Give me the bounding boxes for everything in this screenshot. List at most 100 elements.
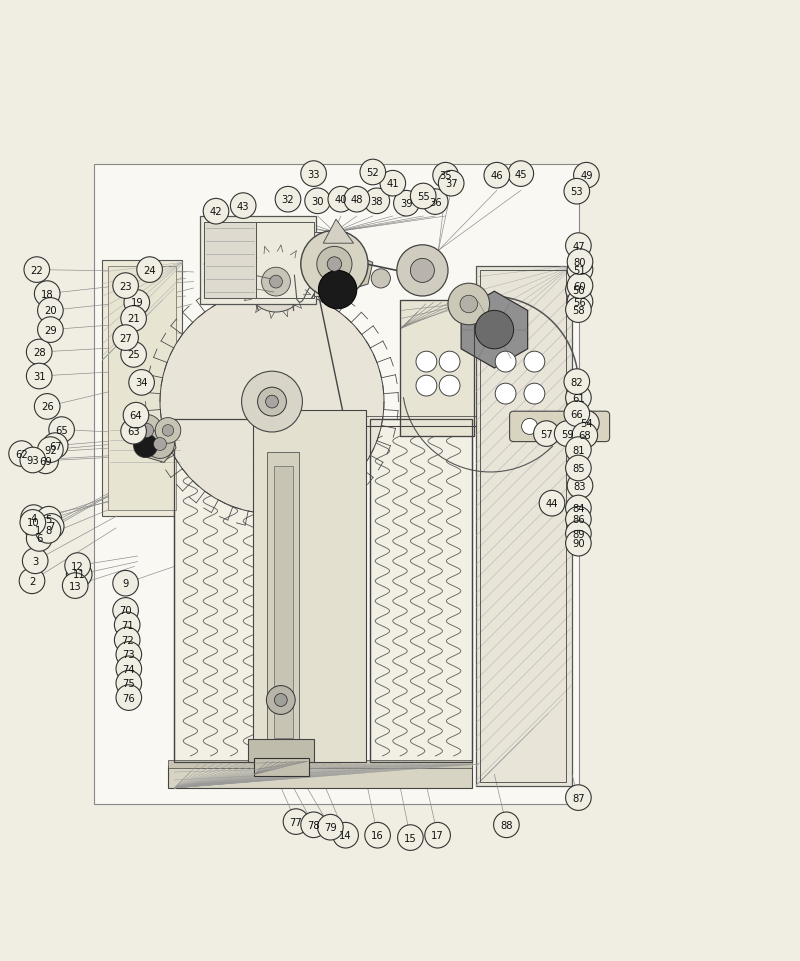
Circle shape <box>113 571 138 597</box>
Text: 78: 78 <box>307 820 320 830</box>
Circle shape <box>554 421 580 447</box>
Circle shape <box>49 417 74 443</box>
Text: 79: 79 <box>324 823 337 832</box>
Text: 44: 44 <box>546 499 558 508</box>
Polygon shape <box>140 423 176 463</box>
Circle shape <box>283 809 309 834</box>
Text: 81: 81 <box>572 445 585 456</box>
Text: 88: 88 <box>500 820 513 830</box>
Text: 71: 71 <box>121 620 134 630</box>
Circle shape <box>301 232 368 298</box>
Circle shape <box>42 433 68 459</box>
Text: 3: 3 <box>32 556 38 566</box>
Circle shape <box>438 171 464 197</box>
Circle shape <box>328 187 354 212</box>
Circle shape <box>572 423 598 449</box>
Circle shape <box>566 521 591 547</box>
Text: 47: 47 <box>572 241 585 252</box>
Circle shape <box>116 642 142 668</box>
Circle shape <box>26 364 52 389</box>
Text: 20: 20 <box>44 307 57 316</box>
Text: 33: 33 <box>307 169 320 180</box>
Text: 14: 14 <box>339 830 352 840</box>
Circle shape <box>567 274 593 299</box>
Text: 41: 41 <box>386 179 399 189</box>
Text: 35: 35 <box>439 171 452 181</box>
Text: 22: 22 <box>30 265 43 275</box>
Text: 86: 86 <box>572 515 585 525</box>
Circle shape <box>318 271 357 309</box>
Circle shape <box>360 160 386 185</box>
Polygon shape <box>323 220 354 244</box>
Bar <box>204 222 256 298</box>
Bar <box>400 301 474 436</box>
Bar <box>174 420 341 762</box>
Circle shape <box>155 418 181 444</box>
Text: 65: 65 <box>55 425 68 435</box>
Circle shape <box>66 562 92 587</box>
Text: 83: 83 <box>574 481 586 491</box>
Bar <box>94 165 579 804</box>
Circle shape <box>439 352 460 373</box>
Circle shape <box>422 189 448 215</box>
Text: 2: 2 <box>29 577 35 586</box>
Circle shape <box>266 686 295 715</box>
Circle shape <box>564 402 590 427</box>
Circle shape <box>114 628 140 653</box>
Text: 75: 75 <box>122 678 135 688</box>
Circle shape <box>114 612 140 638</box>
Circle shape <box>33 449 58 474</box>
Text: 59: 59 <box>561 430 574 439</box>
Text: 72: 72 <box>121 635 134 646</box>
Bar <box>248 739 314 762</box>
Circle shape <box>460 296 478 313</box>
Circle shape <box>154 438 166 451</box>
Text: 80: 80 <box>574 258 586 267</box>
Circle shape <box>495 383 516 405</box>
Circle shape <box>305 188 330 214</box>
Circle shape <box>146 431 174 459</box>
Circle shape <box>26 526 52 552</box>
Text: 54: 54 <box>580 419 593 429</box>
Circle shape <box>274 694 287 706</box>
Bar <box>274 466 293 738</box>
Circle shape <box>262 268 290 297</box>
Circle shape <box>410 259 434 283</box>
Circle shape <box>398 825 423 850</box>
Circle shape <box>475 311 514 350</box>
Text: 21: 21 <box>127 314 140 324</box>
Bar <box>267 453 299 749</box>
Circle shape <box>397 246 448 297</box>
Circle shape <box>364 188 390 214</box>
Circle shape <box>113 326 138 351</box>
Circle shape <box>566 278 591 303</box>
Circle shape <box>124 290 150 316</box>
Text: 92: 92 <box>44 445 57 456</box>
Text: 7: 7 <box>48 522 54 531</box>
Bar <box>102 260 182 516</box>
Circle shape <box>539 491 565 516</box>
Text: 19: 19 <box>130 298 143 308</box>
Circle shape <box>495 352 516 373</box>
Circle shape <box>121 342 146 368</box>
Text: 66: 66 <box>570 409 583 419</box>
Circle shape <box>121 307 146 332</box>
Circle shape <box>20 510 46 535</box>
Circle shape <box>22 549 48 574</box>
Text: 11: 11 <box>73 570 86 579</box>
Bar <box>476 266 572 786</box>
Circle shape <box>524 383 545 405</box>
Text: 52: 52 <box>366 168 379 178</box>
Circle shape <box>301 161 326 187</box>
Text: 23: 23 <box>119 282 132 291</box>
Circle shape <box>134 434 158 458</box>
Bar <box>108 267 176 511</box>
Text: 89: 89 <box>572 530 585 539</box>
Circle shape <box>534 421 559 447</box>
Bar <box>314 233 347 297</box>
Text: 68: 68 <box>578 431 591 441</box>
Circle shape <box>38 298 63 324</box>
Circle shape <box>566 496 591 521</box>
Circle shape <box>121 419 146 445</box>
Text: 17: 17 <box>431 830 444 840</box>
